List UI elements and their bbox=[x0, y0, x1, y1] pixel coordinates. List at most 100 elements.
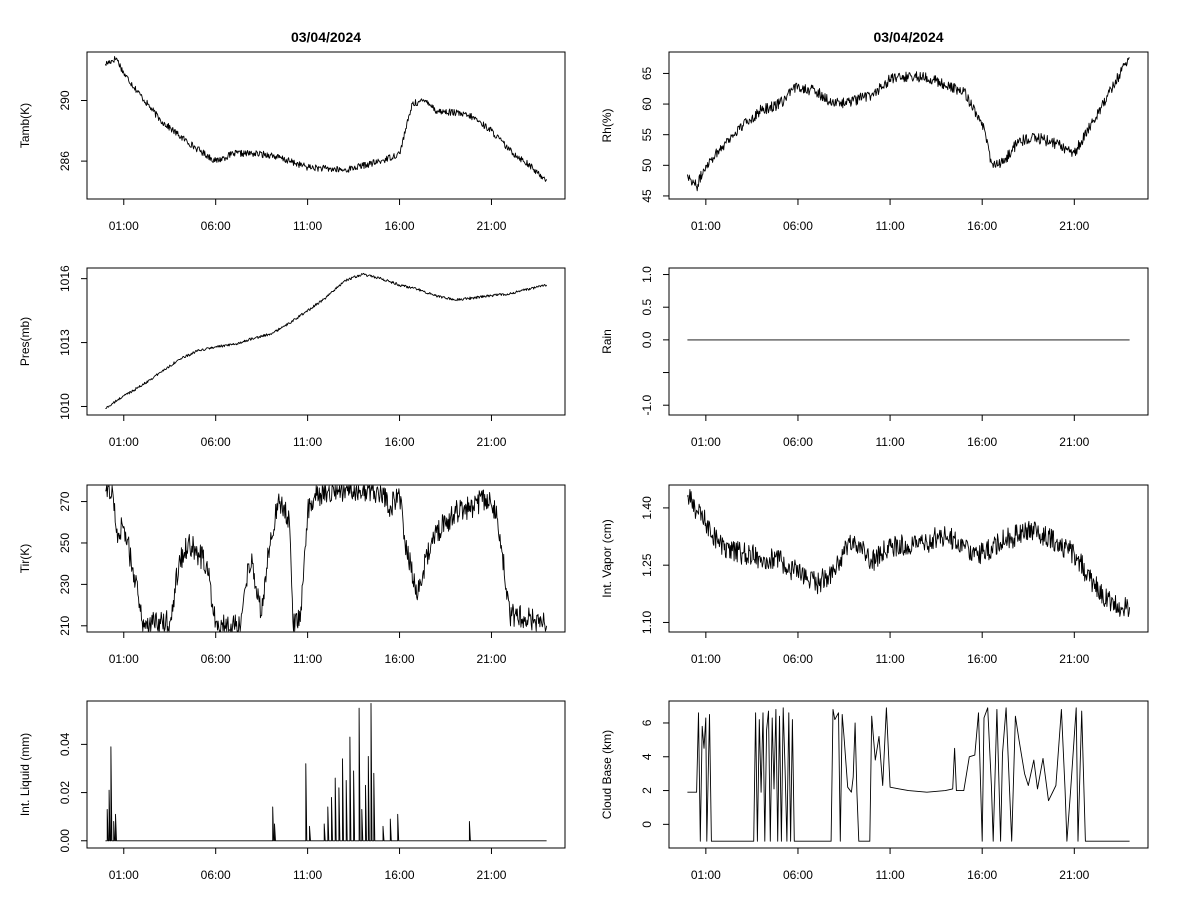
x-tick-label: 06:00 bbox=[783, 435, 813, 449]
y-tick-label: 2 bbox=[640, 787, 654, 794]
x-tick-label: 16:00 bbox=[967, 435, 997, 449]
y-tick-label: 290 bbox=[58, 90, 72, 110]
x-tick-label: 01:00 bbox=[691, 435, 721, 449]
panel-title: 03/04/2024 bbox=[873, 29, 943, 45]
y-tick-label: 286 bbox=[58, 151, 72, 171]
plot-frame bbox=[86, 484, 566, 633]
x-tick-label: 01:00 bbox=[109, 868, 139, 882]
series-line bbox=[105, 272, 547, 410]
panel-pres: Pres(mb) 1010 1013 1016 01:00 06:00 11:00 16:00… bbox=[18, 265, 566, 449]
x-tick-label: 01:00 bbox=[691, 219, 721, 233]
y-tick-label: 50 bbox=[640, 158, 654, 172]
plot-frame bbox=[668, 700, 1149, 849]
y-tick-label: 45 bbox=[640, 189, 654, 203]
y-tick-label: 60 bbox=[640, 97, 654, 111]
y-tick-label: -1.0 bbox=[640, 395, 654, 416]
plot-frame bbox=[668, 484, 1149, 633]
x-tick-label: 21:00 bbox=[1059, 652, 1089, 666]
x-tick-label: 11:00 bbox=[876, 219, 905, 233]
panel-rh: 03/04/2024 Rh(%) 45 50 55 60 65 01:00 06:00 11:00… bbox=[600, 29, 1149, 233]
x-tick-label: 01:00 bbox=[691, 652, 721, 666]
x-tick-label: 11:00 bbox=[293, 652, 322, 666]
y-tick-label: 0.00 bbox=[58, 829, 72, 853]
y-tick-label: 1.10 bbox=[640, 610, 654, 634]
y-axis-label: Rain bbox=[600, 329, 614, 354]
y-tick-label: 210 bbox=[58, 615, 72, 635]
x-tick-label: 06:00 bbox=[201, 652, 231, 666]
x-tick-label: 21:00 bbox=[1059, 868, 1089, 882]
x-tick-label: 21:00 bbox=[476, 652, 506, 666]
x-tick-label: 21:00 bbox=[476, 219, 506, 233]
x-tick-label: 01:00 bbox=[691, 868, 721, 882]
x-tick-label: 16:00 bbox=[385, 652, 415, 666]
y-tick-label: 230 bbox=[58, 574, 72, 594]
plot-frame bbox=[86, 267, 566, 416]
y-tick-label: 1013 bbox=[58, 329, 72, 356]
series-line bbox=[687, 707, 1130, 842]
panel-vapor: Int. Vapor (cm) 1.10 1.25 1.40 01:00 06:00 11:… bbox=[600, 484, 1149, 666]
x-tick-label: 11:00 bbox=[876, 435, 905, 449]
x-tick-label: 16:00 bbox=[967, 652, 997, 666]
x-tick-label: 06:00 bbox=[783, 219, 813, 233]
y-axis-label: Cloud Base (km) bbox=[600, 730, 614, 819]
x-tick-label: 11:00 bbox=[293, 868, 322, 882]
panel-tamb: 03/04/2024 Tamb(K) 286 290 01:00 06:00 11:00 16… bbox=[18, 29, 566, 233]
x-tick-label: 06:00 bbox=[783, 652, 813, 666]
x-tick-label: 16:00 bbox=[385, 219, 415, 233]
y-tick-label: 1.40 bbox=[640, 496, 654, 520]
series-line bbox=[104, 56, 548, 182]
y-tick-label: 0.04 bbox=[58, 732, 72, 756]
x-tick-label: 11:00 bbox=[293, 219, 322, 233]
x-tick-label: 16:00 bbox=[967, 219, 997, 233]
y-tick-label: 250 bbox=[58, 533, 72, 553]
y-axis-label: Tir(K) bbox=[18, 544, 32, 574]
x-tick-label: 11:00 bbox=[876, 652, 905, 666]
plot-frame bbox=[86, 51, 566, 200]
y-tick-label: 1016 bbox=[58, 265, 72, 292]
x-tick-label: 01:00 bbox=[109, 435, 139, 449]
y-axis-label: Int. Vapor (cm) bbox=[600, 519, 614, 597]
x-tick-label: 21:00 bbox=[476, 868, 506, 882]
y-axis-label: Tamb(K) bbox=[18, 103, 32, 148]
panel-liquid: Int. Liquid (mm) 0.00 0.02 0.04 01:00 06:00 11… bbox=[18, 700, 566, 882]
x-tick-label: 01:00 bbox=[109, 652, 139, 666]
y-tick-label: 0.02 bbox=[58, 781, 72, 805]
x-tick-label: 16:00 bbox=[385, 435, 415, 449]
x-tick-label: 06:00 bbox=[201, 435, 231, 449]
plot-frame bbox=[86, 700, 566, 849]
y-tick-label: 0.0 bbox=[640, 331, 654, 348]
x-tick-label: 06:00 bbox=[201, 868, 231, 882]
x-tick-label: 16:00 bbox=[967, 868, 997, 882]
x-tick-label: 21:00 bbox=[1059, 219, 1089, 233]
series-line bbox=[686, 57, 1130, 192]
panel-tir: Tir(K) 210 230 250 270 01:00 06:00 11:00 16:00 21… bbox=[18, 484, 566, 666]
panel-rain: Rain -1.0 0.0 0.5 1.0 01:00 06:00 11:00 16:00 21:… bbox=[600, 266, 1149, 449]
panel-cloud: Cloud Base (km) 0 2 4 6 01:00 06:00 11:00 16:00 2… bbox=[600, 700, 1149, 882]
y-tick-label: 1.25 bbox=[640, 553, 654, 577]
series-line bbox=[686, 489, 1131, 618]
x-tick-label: 01:00 bbox=[109, 219, 139, 233]
plot-frame bbox=[668, 267, 1149, 416]
series-line bbox=[105, 485, 548, 632]
y-tick-label: 1.0 bbox=[640, 266, 654, 283]
x-tick-label: 06:00 bbox=[783, 868, 813, 882]
y-tick-label: 55 bbox=[640, 128, 654, 142]
y-axis-label: Int. Liquid (mm) bbox=[18, 733, 32, 816]
y-tick-label: 0 bbox=[640, 821, 654, 828]
y-axis-label: Rh(%) bbox=[600, 108, 614, 142]
x-tick-label: 21:00 bbox=[1059, 435, 1089, 449]
y-tick-label: 0.5 bbox=[640, 299, 654, 316]
x-tick-label: 11:00 bbox=[293, 435, 322, 449]
panel-title: 03/04/2024 bbox=[291, 29, 361, 45]
x-tick-label: 16:00 bbox=[385, 868, 415, 882]
plot-frame bbox=[668, 51, 1149, 200]
x-tick-label: 21:00 bbox=[476, 435, 506, 449]
y-tick-label: 65 bbox=[640, 66, 654, 80]
y-tick-label: 1010 bbox=[58, 393, 72, 420]
series-line bbox=[105, 702, 547, 842]
x-tick-label: 06:00 bbox=[201, 219, 231, 233]
y-axis-label: Pres(mb) bbox=[18, 317, 32, 366]
y-tick-label: 270 bbox=[58, 491, 72, 511]
y-tick-label: 6 bbox=[640, 719, 654, 726]
